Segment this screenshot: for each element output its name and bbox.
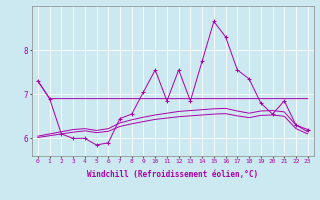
X-axis label: Windchill (Refroidissement éolien,°C): Windchill (Refroidissement éolien,°C)	[87, 170, 258, 179]
